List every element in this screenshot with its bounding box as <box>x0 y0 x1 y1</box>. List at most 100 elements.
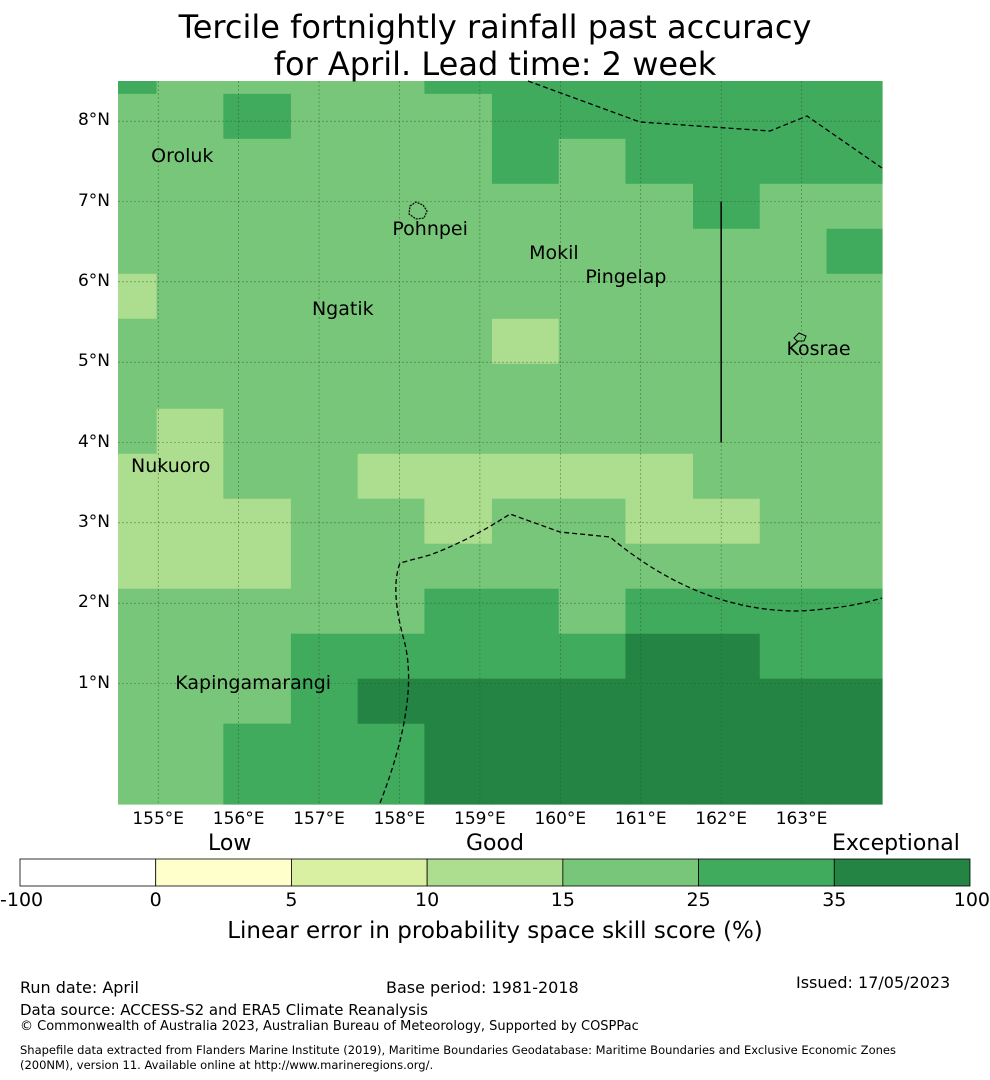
grid-cell <box>558 588 627 635</box>
grid-cell <box>156 318 224 365</box>
grid-cell <box>156 408 224 455</box>
grid-cell <box>759 543 828 590</box>
grid-cell <box>156 588 224 635</box>
eez-boundary-north <box>527 80 883 169</box>
grid-cell <box>625 273 694 320</box>
grid-cell <box>118 588 158 635</box>
grid-cell <box>156 678 224 725</box>
grid-cell <box>223 273 292 320</box>
grid-cell <box>491 81 560 95</box>
grid-cell <box>759 183 828 230</box>
grid-cell <box>826 138 883 185</box>
grid-cell <box>693 318 761 365</box>
base-period: Base period: 1981-2018 <box>386 978 579 997</box>
grid-cell <box>625 723 694 805</box>
eez-boundary-south <box>379 513 883 804</box>
grid-cell <box>491 408 560 455</box>
grid-cell <box>491 363 560 410</box>
grid-cell <box>156 453 224 500</box>
grid-cell <box>759 363 828 410</box>
grid-cell <box>290 588 359 635</box>
grid-cell <box>625 633 694 680</box>
grid-cell <box>118 408 158 455</box>
grid-cell <box>357 93 426 140</box>
colorbar-tick-label: 25 <box>686 889 711 911</box>
grid-cell <box>826 723 883 805</box>
grid-cell <box>491 633 560 680</box>
grid-cell <box>118 183 158 230</box>
grid-cell <box>357 588 426 635</box>
grid-cell <box>693 228 761 275</box>
grid-cell <box>693 588 761 635</box>
grid-cell <box>290 453 359 500</box>
grid-cell <box>826 318 883 365</box>
colorbar-segment <box>291 858 428 887</box>
skill-grid <box>118 81 883 805</box>
grid-cell <box>759 453 828 500</box>
grid-cell <box>424 363 493 410</box>
grid-cell <box>118 228 158 275</box>
grid-cell <box>759 408 828 455</box>
grid-cell <box>491 183 560 230</box>
longitude-tick-label: 156°E <box>212 809 265 829</box>
grid-cell <box>693 633 761 680</box>
grid-cell <box>357 453 426 500</box>
grid-cell <box>156 93 224 140</box>
grid-cell <box>693 138 761 185</box>
grid-cell <box>693 273 761 320</box>
grid-cell <box>357 723 426 805</box>
grid-cell <box>558 498 627 545</box>
grid-cell <box>491 93 560 140</box>
grid-cell <box>491 453 560 500</box>
grid-cell <box>826 633 883 680</box>
grid-cell <box>759 138 828 185</box>
category-low: Low <box>208 831 252 856</box>
longitude-tick-label: 155°E <box>132 809 185 829</box>
longitude-tick-label: 161°E <box>614 809 667 829</box>
grid-cell <box>491 318 560 365</box>
grid-cell <box>625 228 694 275</box>
grid-cell <box>424 588 493 635</box>
colorbar-tick-label: -100 <box>0 889 44 911</box>
longitude-tick-label: 158°E <box>373 809 426 829</box>
grid-cell <box>826 588 883 635</box>
grid-cell <box>693 678 761 725</box>
grid-cell <box>118 363 158 410</box>
grid-cell <box>558 183 627 230</box>
latitude-tick-label: 1°N <box>77 672 110 693</box>
grid-cell <box>424 408 493 455</box>
colorbar-tick-label: 5 <box>285 889 298 911</box>
grid-cell <box>223 498 292 545</box>
map-overlays <box>379 80 883 804</box>
latitude-tick-label: 6°N <box>77 270 110 291</box>
grid-cell <box>156 183 224 230</box>
place-label: Mokil <box>529 241 579 264</box>
grid-cell <box>491 543 560 590</box>
colorbar-label: Linear error in probability space skill … <box>227 918 763 944</box>
grid-cell <box>491 678 560 725</box>
grid-cell <box>826 228 883 275</box>
grid-cell <box>118 93 158 140</box>
colorbar-segment <box>19 858 157 887</box>
grid-cell <box>424 318 493 365</box>
grid-cell <box>693 93 761 140</box>
grid-cell <box>558 678 627 725</box>
grid-cell <box>156 543 224 590</box>
grid-cell <box>290 363 359 410</box>
grid-cell <box>118 81 158 95</box>
grid-cell <box>558 273 627 320</box>
colorbar <box>19 858 971 887</box>
grid-cell <box>290 81 359 95</box>
grid-cell <box>424 498 493 545</box>
grid-cell <box>357 183 426 230</box>
grid-cell <box>759 723 828 805</box>
latitude-tick-label: 8°N <box>77 110 110 131</box>
grid-cell <box>625 138 694 185</box>
grid-cell <box>118 453 158 500</box>
grid-cell <box>156 498 224 545</box>
grid-cell <box>223 633 292 680</box>
grid-cell <box>826 453 883 500</box>
place-label: Pohnpei <box>392 217 468 240</box>
latitude-tick-label: 4°N <box>77 431 110 452</box>
